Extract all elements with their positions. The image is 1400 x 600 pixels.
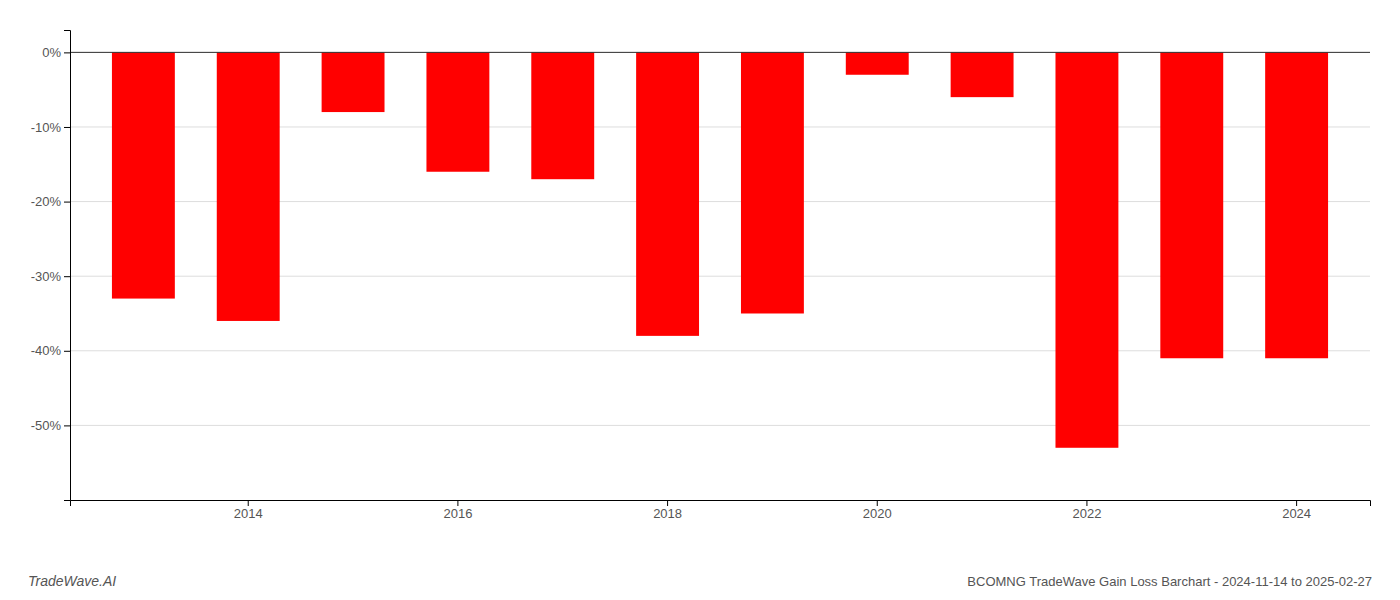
x-tick-label: 2024	[1282, 506, 1311, 521]
bar	[426, 52, 489, 171]
y-tick-mark	[64, 351, 70, 352]
x-tick-label: 2020	[863, 506, 892, 521]
grid	[70, 52, 1370, 425]
bar	[846, 52, 909, 74]
x-tick: 2020	[863, 500, 892, 521]
y-tick: -10%	[31, 120, 70, 135]
y-tick-mark	[64, 52, 70, 53]
bar	[741, 52, 804, 313]
y-tick-mark	[64, 425, 70, 426]
y-tick-mark	[64, 202, 70, 203]
bar	[322, 52, 385, 112]
bar	[1160, 52, 1223, 358]
y-tick: -30%	[31, 269, 70, 284]
footer-annotation: TradeWave.AI	[28, 573, 116, 589]
bar	[1265, 52, 1328, 358]
y-tick-mark	[64, 276, 70, 277]
bar	[636, 52, 699, 335]
bars	[112, 52, 1328, 447]
y-tick: -50%	[31, 418, 70, 433]
x-tick-mark	[1086, 500, 1087, 506]
grid-line	[70, 52, 1370, 53]
bar	[951, 52, 1014, 97]
x-tick-label: 2016	[443, 506, 472, 521]
title: BCOMNG TradeWave Gain Loss Barchart - 20…	[967, 574, 1372, 589]
x-tick: 2022	[1072, 500, 1101, 521]
y-tick-label: -50%	[31, 418, 62, 433]
x-tick-mark	[877, 500, 878, 506]
x-tick-mark	[248, 500, 249, 506]
x-axis: 2014 2016 2018 2020 2022 2024	[71, 500, 1371, 521]
y-tick-label: -10%	[31, 120, 62, 135]
x-tick-mark	[667, 500, 668, 506]
bar	[531, 52, 594, 179]
x-axis-line	[71, 501, 1371, 507]
y-tick-label: -20%	[31, 194, 62, 209]
x-tick: 2024	[1282, 500, 1311, 521]
y-axis: 0% -10% -20% -30% -40% -50%	[31, 31, 71, 501]
x-tick-label: 2018	[653, 506, 682, 521]
y-tick-mark	[64, 127, 70, 128]
bar	[1055, 52, 1118, 447]
x-tick-label: 2014	[234, 506, 263, 521]
x-tick: 2014	[234, 500, 263, 521]
y-tick: 0%	[42, 45, 70, 60]
x-tick-mark	[457, 500, 458, 506]
bar	[217, 52, 280, 321]
y-axis-line	[64, 31, 71, 501]
y-tick-label: 0%	[42, 45, 61, 60]
chart-svg: 0%-10%-20%-30%-40%-50%201420162018202020…	[0, 0, 1400, 600]
grid-line	[70, 425, 1370, 426]
y-tick-label: -40%	[31, 343, 62, 358]
y-tick: -40%	[31, 343, 70, 358]
x-tick: 2016	[443, 500, 472, 521]
chart-container: 0%-10%-20%-30%-40%-50%201420162018202020…	[0, 0, 1400, 600]
baseline	[70, 52, 1370, 53]
bar	[112, 52, 175, 298]
x-tick-mark	[1296, 500, 1297, 506]
y-tick-label: -30%	[31, 269, 62, 284]
y-tick: -20%	[31, 194, 70, 209]
x-tick-label: 2022	[1072, 506, 1101, 521]
x-tick: 2018	[653, 500, 682, 521]
